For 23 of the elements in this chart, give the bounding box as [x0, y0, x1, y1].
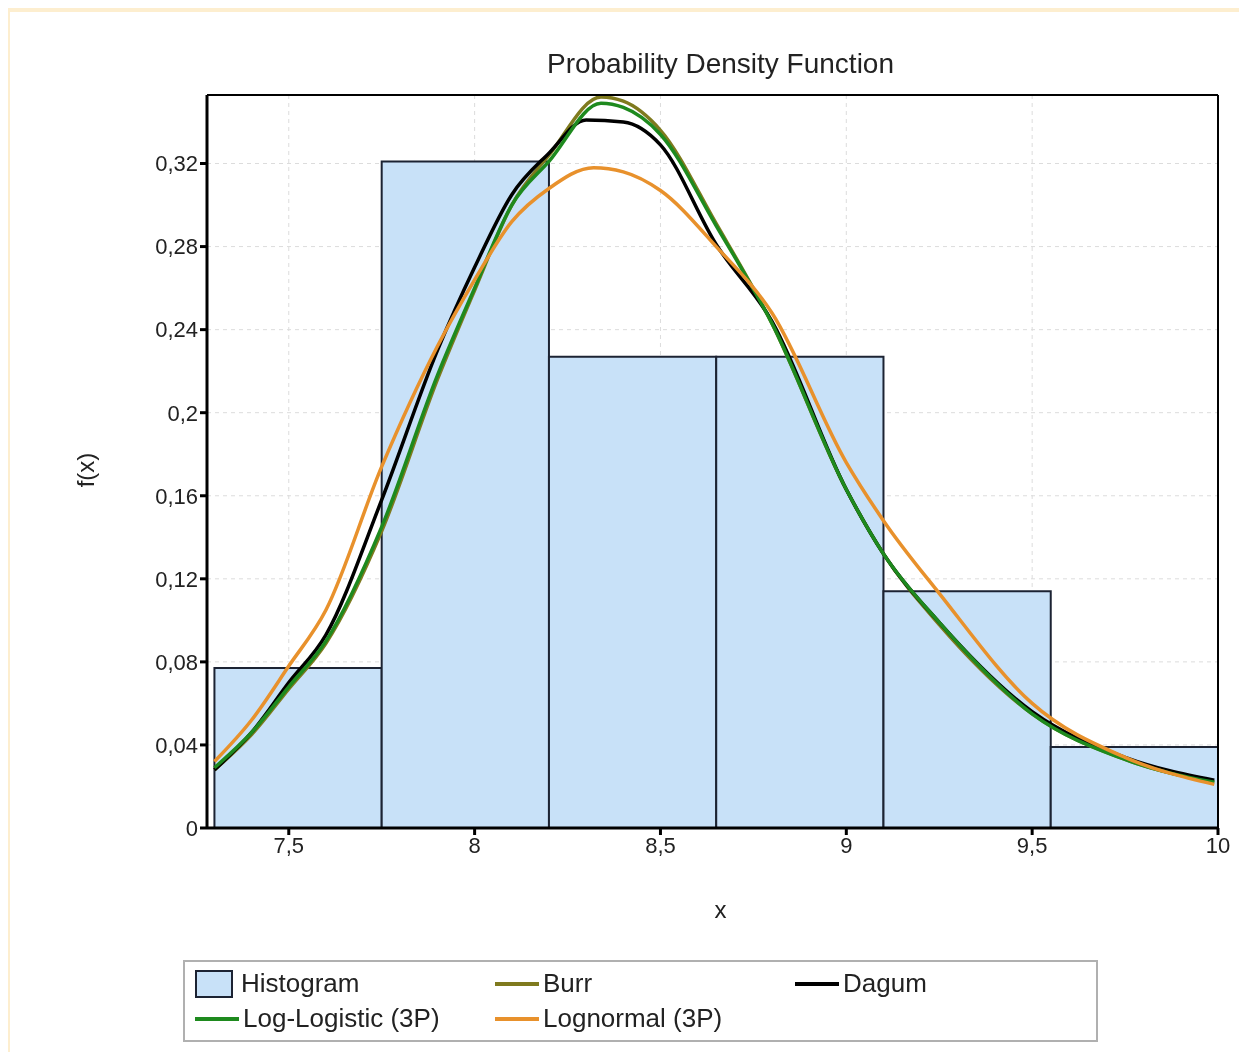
- legend-label: Histogram: [241, 968, 360, 999]
- x-tick-label: 7,5: [273, 832, 305, 858]
- x-tick-label: 8: [468, 832, 481, 858]
- y-tick-label: 0: [185, 815, 198, 841]
- legend-label: Dagum: [843, 968, 927, 999]
- legend-label: Lognormal (3P): [543, 1003, 723, 1034]
- x-tick-label: 9: [840, 832, 853, 858]
- y-tick-label: 0,12: [155, 566, 198, 592]
- y-axis-title: f(x): [72, 451, 100, 490]
- y-tick-label: 0,24: [155, 317, 198, 343]
- y-tick-label: 0,32: [155, 151, 198, 177]
- chart-title: Probability Density Function: [545, 48, 895, 80]
- x-tick-label: 9,5: [1016, 832, 1048, 858]
- x-axis-title: x: [713, 896, 728, 924]
- y-tick-label: 0,28: [155, 234, 198, 260]
- x-tick-label: 8,5: [645, 832, 676, 858]
- legend-label: Burr: [543, 968, 593, 999]
- y-tick-label: 0,04: [155, 732, 198, 758]
- legend-label: Log-Logistic (3P): [243, 1003, 440, 1034]
- y-tick-label: 0,08: [155, 649, 198, 675]
- x-tick-label: 10: [1205, 832, 1231, 858]
- y-tick-label: 0,16: [155, 483, 198, 509]
- y-tick-label: 0,2: [167, 400, 198, 426]
